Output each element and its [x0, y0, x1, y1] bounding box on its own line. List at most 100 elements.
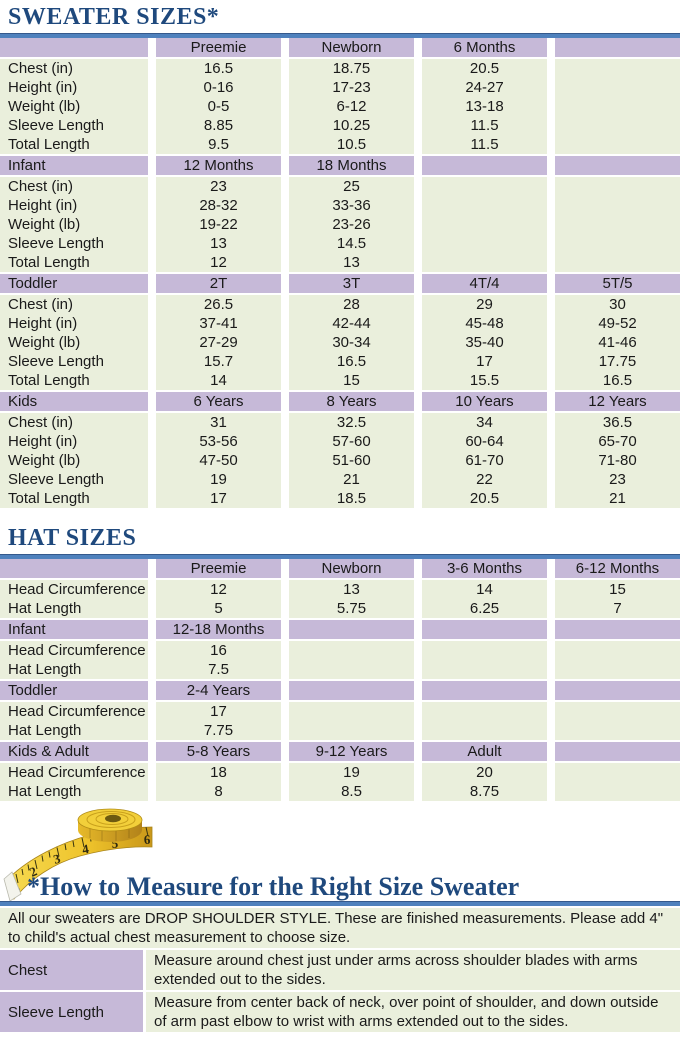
- section-header-row: Toddler 2T 3T 4T/4 5T/5: [0, 274, 680, 293]
- table-row: Head Circumference 18 19 20: [0, 763, 680, 782]
- size-header-cell: [555, 156, 680, 175]
- table-row: Head Circumference 16: [0, 641, 680, 660]
- divider-rule: [0, 554, 680, 559]
- value-cell: 30: [555, 295, 680, 314]
- measure-row-sleeve: Sleeve Length Measure from center back o…: [0, 992, 680, 1032]
- table-row: Height (in) 0-16 17-23 24-27: [0, 78, 680, 97]
- size-header-cell: 10 Years: [422, 392, 547, 411]
- size-header-cell: 3T: [289, 274, 414, 293]
- size-header-cell: 9-12 Years: [289, 742, 414, 761]
- row-label-cell: Height (in): [0, 432, 148, 451]
- table-row: Hat Length 7.75: [0, 721, 680, 740]
- svg-text:5: 5: [111, 835, 119, 851]
- section-name-cell: Kids: [0, 392, 148, 411]
- size-header-cell: 5-8 Years: [156, 742, 281, 761]
- section-header-row: Preemie Newborn 6 Months: [0, 38, 680, 57]
- measure-row-chest: Chest Measure around chest just under ar…: [0, 950, 680, 990]
- value-cell: 17.75: [555, 352, 680, 371]
- section-name-cell: [0, 559, 148, 578]
- size-header-cell: 12 Years: [555, 392, 680, 411]
- value-cell: [555, 78, 680, 97]
- value-cell: 20: [422, 763, 547, 782]
- section-header-row: Infant 12-18 Months: [0, 620, 680, 639]
- value-cell: [555, 196, 680, 215]
- size-header-cell: [555, 742, 680, 761]
- size-header-cell: Newborn: [289, 559, 414, 578]
- measure-label: Chest: [0, 950, 143, 990]
- sweater-sizes-title: SWEATER SIZES*: [8, 4, 220, 30]
- size-header-cell: 6 Years: [156, 392, 281, 411]
- value-cell: [555, 59, 680, 78]
- size-header-cell: 12-18 Months: [156, 620, 281, 639]
- section-name-cell: Kids & Adult: [0, 742, 148, 761]
- value-cell: 15: [555, 580, 680, 599]
- measure-label: Sleeve Length: [0, 992, 143, 1032]
- value-cell: 6.25: [422, 599, 547, 618]
- row-label-cell: Weight (lb): [0, 215, 148, 234]
- value-cell: 17: [156, 702, 281, 721]
- table-row: Height (in) 37-41 42-44 45-48 49-52: [0, 314, 680, 333]
- value-cell: 65-70: [555, 432, 680, 451]
- value-cell: 7: [555, 599, 680, 618]
- value-cell: [289, 660, 414, 679]
- value-cell: 19-22: [156, 215, 281, 234]
- section-name-cell: Toddler: [0, 681, 148, 700]
- row-label-cell: Sleeve Length: [0, 234, 148, 253]
- value-cell: 10.25: [289, 116, 414, 135]
- value-cell: 16.5: [156, 59, 281, 78]
- table-row: Total Length 9.5 10.5 11.5: [0, 135, 680, 154]
- size-header-cell: 6-12 Months: [555, 559, 680, 578]
- value-cell: 27-29: [156, 333, 281, 352]
- table-row: Head Circumference 17: [0, 702, 680, 721]
- row-label-cell: Head Circumference: [0, 580, 148, 599]
- value-cell: [422, 721, 547, 740]
- value-cell: [555, 116, 680, 135]
- measure-description: Measure from center back of neck, over p…: [146, 992, 680, 1032]
- value-cell: 11.5: [422, 116, 547, 135]
- section-name-cell: Infant: [0, 156, 148, 175]
- size-header-cell: [422, 681, 547, 700]
- value-cell: 5: [156, 599, 281, 618]
- section-name-cell: Infant: [0, 620, 148, 639]
- row-label-cell: Chest (in): [0, 59, 148, 78]
- value-cell: [555, 234, 680, 253]
- value-cell: 51-60: [289, 451, 414, 470]
- size-header-cell: 6 Months: [422, 38, 547, 57]
- value-cell: [422, 196, 547, 215]
- value-cell: 14.5: [289, 234, 414, 253]
- section-header-row: Kids & Adult 5-8 Years 9-12 Years Adult: [0, 742, 680, 761]
- value-cell: 8.75: [422, 782, 547, 801]
- value-cell: 21: [555, 489, 680, 508]
- row-label-cell: Total Length: [0, 371, 148, 390]
- value-cell: 19: [156, 470, 281, 489]
- value-cell: 7.75: [156, 721, 281, 740]
- row-label-cell: Total Length: [0, 489, 148, 508]
- value-cell: 13: [289, 253, 414, 272]
- size-header-cell: Newborn: [289, 38, 414, 57]
- hat-sizes-table: Preemie Newborn 3-6 Months 6-12 Months Head …: [0, 559, 680, 801]
- value-cell: [555, 177, 680, 196]
- value-cell: 30-34: [289, 333, 414, 352]
- value-cell: 17: [422, 352, 547, 371]
- table-row: Total Length 12 13: [0, 253, 680, 272]
- section-name-cell: Toddler: [0, 274, 148, 293]
- size-header-cell: [555, 681, 680, 700]
- value-cell: [289, 702, 414, 721]
- value-cell: 9.5: [156, 135, 281, 154]
- value-cell: 15: [289, 371, 414, 390]
- table-row: Chest (in) 26.5 28 29 30: [0, 295, 680, 314]
- value-cell: 16: [156, 641, 281, 660]
- value-cell: [422, 177, 547, 196]
- value-cell: 42-44: [289, 314, 414, 333]
- table-row: Weight (lb) 47-50 51-60 61-70 71-80: [0, 451, 680, 470]
- value-cell: 18.75: [289, 59, 414, 78]
- value-cell: 37-41: [156, 314, 281, 333]
- value-cell: 45-48: [422, 314, 547, 333]
- value-cell: [422, 702, 547, 721]
- hat-sizes-title: HAT SIZES: [8, 525, 137, 551]
- size-header-cell: [289, 681, 414, 700]
- table-row: Sleeve Length 13 14.5: [0, 234, 680, 253]
- value-cell: [289, 641, 414, 660]
- measure-title: *How to Measure for the Right Size Sweat…: [27, 872, 520, 901]
- size-header-cell: Adult: [422, 742, 547, 761]
